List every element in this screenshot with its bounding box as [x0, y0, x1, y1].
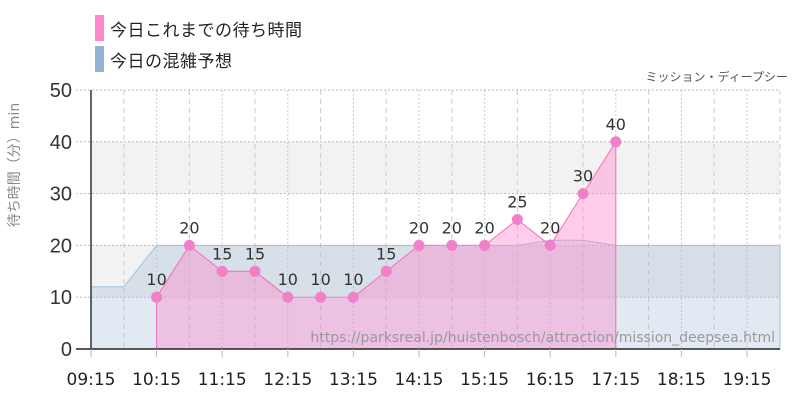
y-tick-label: 50	[50, 80, 72, 102]
x-tick-label: 10:15	[132, 370, 181, 390]
x-tick-label: 09:15	[67, 370, 116, 390]
x-tick-label: 16:15	[526, 370, 575, 390]
chart-subtitle: ミッション・ディープシー	[645, 70, 788, 84]
data-point	[446, 239, 458, 251]
x-tick-label: 19:15	[723, 370, 772, 390]
data-point	[282, 291, 294, 303]
data-label: 20	[409, 218, 429, 237]
data-label: 15	[245, 244, 265, 263]
data-point	[610, 136, 622, 148]
data-point	[347, 291, 359, 303]
legend-swatch-pink	[95, 15, 104, 41]
legend-item-forecast[interactable]: 今日の混雑予想	[95, 45, 303, 73]
data-point	[511, 214, 523, 225]
data-point	[380, 265, 392, 277]
legend-label: 今日の混雑予想	[110, 51, 233, 72]
x-tick-label: 15:15	[460, 370, 509, 390]
data-label: 15	[376, 244, 396, 263]
data-point	[183, 239, 195, 251]
legend-label: 今日これまでの待ち時間	[110, 20, 303, 41]
x-tick-label: 17:15	[591, 370, 640, 390]
x-tick-label: 18:15	[657, 370, 706, 390]
chart-legend: 今日これまでの待ち時間 今日の混雑予想	[95, 14, 303, 76]
data-point	[216, 265, 228, 277]
grid-band	[91, 141, 780, 194]
data-point	[544, 239, 556, 251]
data-label: 25	[507, 193, 527, 212]
x-tick-label: 13:15	[329, 370, 378, 390]
y-tick-label: 10	[50, 287, 72, 309]
data-point	[577, 188, 589, 200]
grid-band	[91, 245, 780, 298]
data-label: 20	[179, 218, 199, 237]
data-point	[315, 291, 327, 303]
data-point	[479, 239, 491, 251]
x-tick-label: 14:15	[395, 370, 444, 390]
data-label: 20	[474, 218, 494, 237]
data-point	[151, 291, 163, 303]
source-url-watermark: https://parksreal.jp/huistenbosch/attrac…	[310, 330, 775, 346]
data-label: 15	[212, 244, 232, 263]
data-label: 10	[310, 270, 330, 289]
data-label: 40	[606, 115, 626, 134]
data-label: 10	[146, 270, 166, 289]
x-tick-label: 11:15	[198, 370, 247, 390]
data-point	[413, 239, 425, 251]
y-tick-label: 30	[50, 184, 72, 206]
data-label: 10	[343, 270, 363, 289]
legend-swatch-blue	[95, 46, 104, 72]
data-point	[249, 265, 261, 277]
y-tick-label: 40	[50, 132, 72, 154]
x-tick-label: 12:15	[263, 370, 312, 390]
data-label: 10	[278, 270, 298, 289]
data-label: 20	[442, 218, 462, 237]
y-tick-label: 0	[61, 339, 72, 361]
data-label: 20	[540, 218, 560, 237]
data-label: 30	[573, 167, 593, 186]
y-tick-label: 20	[50, 235, 72, 257]
legend-item-wait-time[interactable]: 今日これまでの待ち時間	[95, 14, 303, 42]
